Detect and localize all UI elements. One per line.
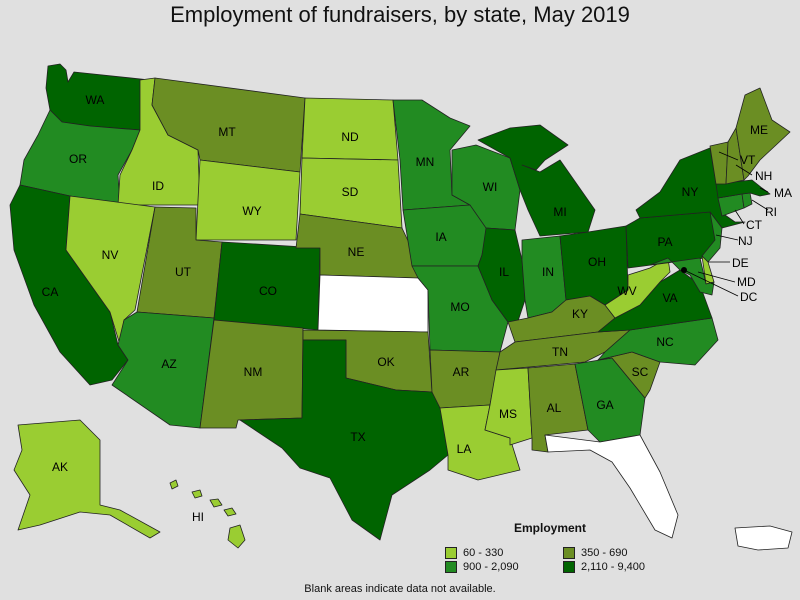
state-label-NV: NV [102, 248, 119, 262]
legend-title: Employment [513, 521, 586, 535]
data-availability-note: Blank areas indicate data not available. [304, 583, 496, 595]
state-label-SD: SD [342, 185, 359, 199]
state-TX[interactable] [239, 339, 449, 541]
state-RI[interactable] [741, 192, 753, 209]
legend-label-1: 60 - 330 [463, 547, 504, 559]
state-NY[interactable] [635, 147, 746, 229]
legend-swatch-2 [563, 547, 575, 559]
map-title: Employment of fundraisers, by state, May… [170, 2, 630, 27]
legend-label-3: 900 - 2,090 [463, 561, 519, 573]
state-label-MN: MN [416, 155, 435, 169]
state-label-CO: CO [259, 284, 277, 298]
state-label-OH: OH [588, 255, 606, 269]
state-label-UT: UT [175, 265, 192, 279]
legend-label-2: 350 - 690 [581, 547, 628, 559]
state-NM[interactable] [199, 319, 304, 429]
state-label-WV: WV [617, 284, 636, 298]
state-label-RI: RI [765, 205, 777, 219]
state-HI[interactable] [169, 479, 246, 549]
state-label-NY: NY [682, 185, 699, 199]
state-label-AR: AR [453, 365, 470, 379]
state-label-SC: SC [632, 365, 649, 379]
state-label-WA: WA [86, 93, 105, 107]
state-label-VA: VA [662, 291, 677, 305]
state-label-ME: ME [750, 123, 768, 137]
state-MI[interactable] [477, 124, 596, 237]
territory-PR[interactable] [734, 525, 793, 551]
state-label-NC: NC [656, 335, 674, 349]
state-label-MS: MS [499, 407, 517, 421]
state-label-DE: DE [732, 256, 749, 270]
state-AK[interactable] [13, 419, 161, 539]
legend-label-4: 2,110 - 9,400 [581, 561, 646, 573]
state-label-NE: NE [348, 245, 365, 259]
state-label-AL: AL [547, 401, 562, 415]
state-WY[interactable] [195, 159, 301, 241]
state-label-WY: WY [242, 204, 261, 218]
state-label-IA: IA [435, 230, 446, 244]
legend-swatch-1 [445, 547, 457, 559]
state-label-ID: ID [152, 179, 164, 193]
state-label-TX: TX [350, 430, 365, 444]
state-label-OK: OK [377, 355, 394, 369]
legend-item-4: 2,110 - 9,400 [563, 561, 645, 573]
state-label-TN: TN [552, 345, 568, 359]
state-label-CT: CT [746, 218, 763, 232]
state-KS[interactable] [317, 274, 429, 333]
state-MD[interactable] [649, 257, 715, 296]
state-label-NH: NH [755, 169, 772, 183]
state-label-VT: VT [740, 153, 756, 167]
legend-item-2: 350 - 690 [563, 547, 627, 559]
state-label-GA: GA [596, 398, 613, 412]
state-WV[interactable] [604, 257, 671, 319]
state-AR[interactable] [429, 349, 501, 409]
state-label-AK: AK [52, 460, 68, 474]
state-MA[interactable] [715, 179, 771, 199]
state-label-MD: MD [737, 275, 756, 289]
state-label-DC: DC [740, 290, 758, 304]
legend-item-1: 60 - 330 [445, 547, 503, 559]
state-label-CA: CA [42, 285, 59, 299]
state-label-IL: IL [499, 265, 509, 279]
label-leaders [683, 151, 769, 297]
state-label-PA: PA [657, 235, 672, 249]
legend-swatch-4 [563, 561, 575, 573]
state-label-ND: ND [341, 130, 359, 144]
state-label-NM: NM [244, 365, 263, 379]
state-label-KY: KY [572, 307, 588, 321]
state-label-NJ: NJ [738, 234, 753, 248]
state-label-MI: MI [553, 205, 566, 219]
state-labels: WA OR CA ID NV MT WY UT AZ CO NM ND SD N… [42, 93, 792, 524]
state-label-MO: MO [450, 300, 469, 314]
legend-swatch-3 [445, 561, 457, 573]
state-FL[interactable] [544, 434, 679, 539]
state-ND[interactable] [301, 97, 399, 161]
state-MN[interactable] [392, 99, 471, 211]
state-label-MA: MA [774, 186, 792, 200]
legend-item-3: 900 - 2,090 [445, 561, 519, 573]
state-label-LA: LA [457, 442, 472, 456]
state-label-WI: WI [483, 180, 498, 194]
state-label-OR: OR [69, 152, 87, 166]
state-label-IN: IN [542, 265, 554, 279]
state-label-HI: HI [192, 510, 204, 524]
state-label-MT: MT [218, 125, 236, 139]
state-ME[interactable] [735, 87, 791, 181]
state-label-AZ: AZ [161, 357, 176, 371]
